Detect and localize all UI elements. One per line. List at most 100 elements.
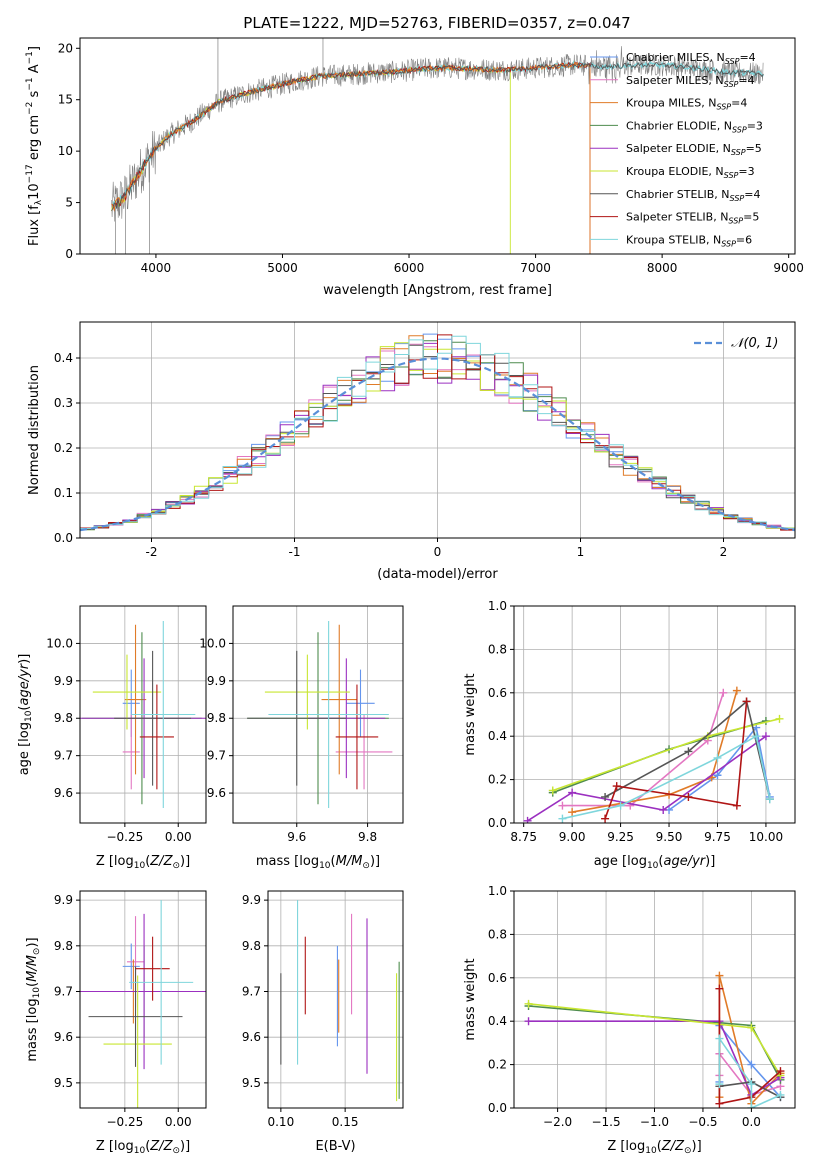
- weight_vs_age-xtick-label: 9.50: [656, 830, 683, 844]
- weight-marker-salpeter_stelib: [732, 801, 741, 810]
- mass_vs_ebv-plot-area: [280, 900, 400, 1102]
- spectrum-ylabel-part: s: [27, 90, 42, 101]
- mass_vs_ebv-ytick-label: 9.7: [242, 985, 261, 999]
- spectrum-panel: 4000 5000 6000 7000 8000 9000 0 5 10 15 20 waveleng…: [25, 37, 804, 298]
- weight_vs_Z-xtick-label: −0.5: [688, 1115, 717, 1129]
- mass_vs_Z-xlabel-part: )]: [180, 1139, 190, 1154]
- spectrum-ylabel-part: ]: [27, 46, 42, 51]
- weight-marker-salpeter_miles: [719, 688, 728, 697]
- age_vs_mass-xlabel-part: mass [log: [256, 854, 319, 869]
- weight_vs_age-xtick-label: 9.00: [559, 830, 586, 844]
- age_vs_Z-xlabel-part: 10: [134, 861, 146, 871]
- legend-label-salpeter_miles: Salpeter MILES, NSSP=4: [626, 74, 755, 89]
- weight_vs_Z-ytick-label: 0.0: [488, 1101, 507, 1115]
- age_vs_mass-ytick-label: 10.0: [199, 636, 226, 650]
- weight-marker-kroupa_stelib: [616, 801, 625, 810]
- weight_vs_age-ytick-label: 0.2: [488, 773, 507, 787]
- weight-marker-salpeter_elodie: [568, 788, 577, 797]
- spectrum-ylabel-part: −1: [25, 77, 35, 90]
- residuals-ylabel: Normed distribution: [27, 365, 42, 495]
- residuals-ytick-label: 0.3: [54, 396, 73, 410]
- weight_vs_age-ytick-label: 1.0: [488, 599, 507, 613]
- spectrum-ytick-label: 5: [65, 196, 73, 210]
- weight-marker-kroupa_stelib: [765, 795, 774, 804]
- spectrum-ylabel: Flux [fλ10−17 erg cm−2 s−1 A−1]: [25, 46, 44, 246]
- residuals-xtick-label: 1: [577, 545, 585, 559]
- weight-marker-salpeter_elodie: [659, 805, 668, 814]
- spectrum-ylabel-part: Flux [f: [27, 205, 42, 246]
- histogram-kroupa_stelib: [80, 335, 795, 529]
- weight-marker-salpeter_elodie: [761, 732, 770, 741]
- mass_vs_ebv-ytick-label: 9.9: [242, 893, 261, 907]
- weight-marker-chabrier_stelib: [601, 792, 610, 801]
- mass_vs_ebv-panel: 0.10 0.15 9.5 9.6 9.7 9.8 9.9 E(B-V): [242, 890, 404, 1154]
- weight_vs_age-xtick-label: 8.75: [510, 830, 537, 844]
- age_vs_mass-xlabel-part: ⊙: [362, 861, 370, 871]
- model-salpeter_stelib: [111, 61, 591, 254]
- weight_vs_Z-ytick-label: 0.8: [488, 927, 507, 941]
- residuals-xtick-label: 2: [720, 545, 728, 559]
- age_vs_Z-xlabel-part: ⊙: [172, 861, 180, 871]
- weight_vs_age-ytick-label: 0.4: [488, 729, 507, 743]
- age_vs_Z-xlabel-part: Z [log: [96, 854, 134, 869]
- mass_vs_Z-ytick-label: 9.8: [54, 939, 73, 953]
- weight-line-chabrier_miles: [668, 725, 771, 811]
- weight_vs_age-xlabel-part: 10: [647, 861, 659, 871]
- spectrum-ylabel-part: erg cm: [27, 115, 42, 164]
- legend-label-part: =4: [738, 74, 754, 87]
- weight-marker-kroupa_elodie: [548, 786, 557, 795]
- weight_vs_age-xlabel: age [log10(age/yr)]: [594, 854, 716, 871]
- age_vs_Z-ytick-label: 9.6: [54, 786, 73, 800]
- weight-marker-kroupa_stelib: [776, 1090, 785, 1099]
- mass_vs_Z-xlabel-part: ⊙: [172, 1146, 180, 1156]
- legend-label-kroupa_miles: Kroupa MILES, NSSP=4: [626, 97, 747, 112]
- mass_vs_ebv-ytick-label: 9.5: [242, 1076, 261, 1090]
- legend-label-sub: SSP: [731, 148, 746, 157]
- mass_vs_Z-xlabel-part: Z/Z: [149, 1139, 173, 1154]
- spectrum-plot-area: [111, 38, 764, 254]
- age_vs_mass-xlabel: mass [log10(M/M⊙)]: [256, 854, 380, 871]
- residuals-xtick-label: 0: [434, 545, 442, 559]
- weight-marker-salpeter_stelib: [742, 697, 751, 706]
- weight_vs_Z-xlabel-part: 10: [645, 1146, 657, 1156]
- legend-label-part: Salpeter ELODIE, N: [626, 142, 731, 155]
- legend-label-sub: SSP: [724, 171, 739, 180]
- mass_vs_ebv-ytick-label: 9.8: [242, 939, 261, 953]
- mass_vs_Z-panel: −0.25 0.009.59.69.79.89.9Z [log10(Z/Z⊙)]m…: [25, 890, 207, 1156]
- legend-label-part: =3: [738, 165, 754, 178]
- weight-marker-salpeter_stelib: [612, 782, 621, 791]
- mass_vs_Z-ylabel-part: ⊙: [32, 948, 42, 956]
- legend-label-sub: SSP: [724, 80, 739, 89]
- legend-label-sub: SSP: [732, 125, 747, 134]
- residuals-plot-area: [80, 333, 795, 532]
- mass_vs_Z-ylabel-part: )]: [25, 937, 40, 947]
- weight_vs_age-xtick-label: 9.25: [607, 830, 634, 844]
- spectrum-ytick-label: 20: [58, 41, 73, 55]
- age_vs_Z-ylabel-part: )]: [17, 654, 32, 664]
- weight_vs_age-panel: 8.75 9.00 9.25 9.50 9.75 10.00 0.0 0.2 0.4 0.6 0.8…: [463, 599, 796, 871]
- mass_vs_ebv-xtick-label: 0.10: [267, 1115, 294, 1129]
- weight_vs_age-frame: [513, 605, 796, 824]
- mass_vs_Z-ytick-label: 9.9: [54, 893, 73, 907]
- age_vs_Z-xtick-label: 0.00: [165, 830, 192, 844]
- weight-marker-kroupa_elodie: [775, 714, 784, 723]
- weight-line-kroupa_miles: [571, 690, 738, 813]
- age_vs_Z-frame: [79, 605, 207, 824]
- spectrum-xlabel: wavelength [Angstrom, rest frame]: [323, 283, 552, 298]
- age_vs_Z-ylabel-part: age [log: [17, 722, 32, 775]
- mass_vs_Z-ylabel-part: M/M: [25, 955, 40, 982]
- model-kroupa_elodie: [111, 65, 511, 254]
- weight-line-salpeter_elodie: [528, 1020, 781, 1097]
- legend-label-kroupa_stelib: Kroupa STELIB, NSSP=6: [626, 233, 752, 248]
- age_vs_mass-xlabel-part: )]: [370, 854, 380, 869]
- legend-label-sub: SSP: [728, 217, 743, 226]
- mass_vs_Z-plot-area: [80, 900, 206, 1108]
- age_vs_mass-xlabel-part: M/M: [336, 854, 363, 869]
- weight-marker-kroupa_stelib: [715, 1080, 724, 1089]
- legend-label-chabrier_elodie: Chabrier ELODIE, NSSP=3: [626, 119, 763, 134]
- weight-marker-chabrier_miles: [747, 1060, 756, 1069]
- weight-marker-kroupa_miles: [715, 971, 724, 980]
- mass_vs_Z-ytick-label: 9.7: [54, 985, 73, 999]
- age_vs_mass-xtick-label: 9.6: [287, 830, 306, 844]
- spectrum-ylabel-part: −1: [25, 51, 35, 64]
